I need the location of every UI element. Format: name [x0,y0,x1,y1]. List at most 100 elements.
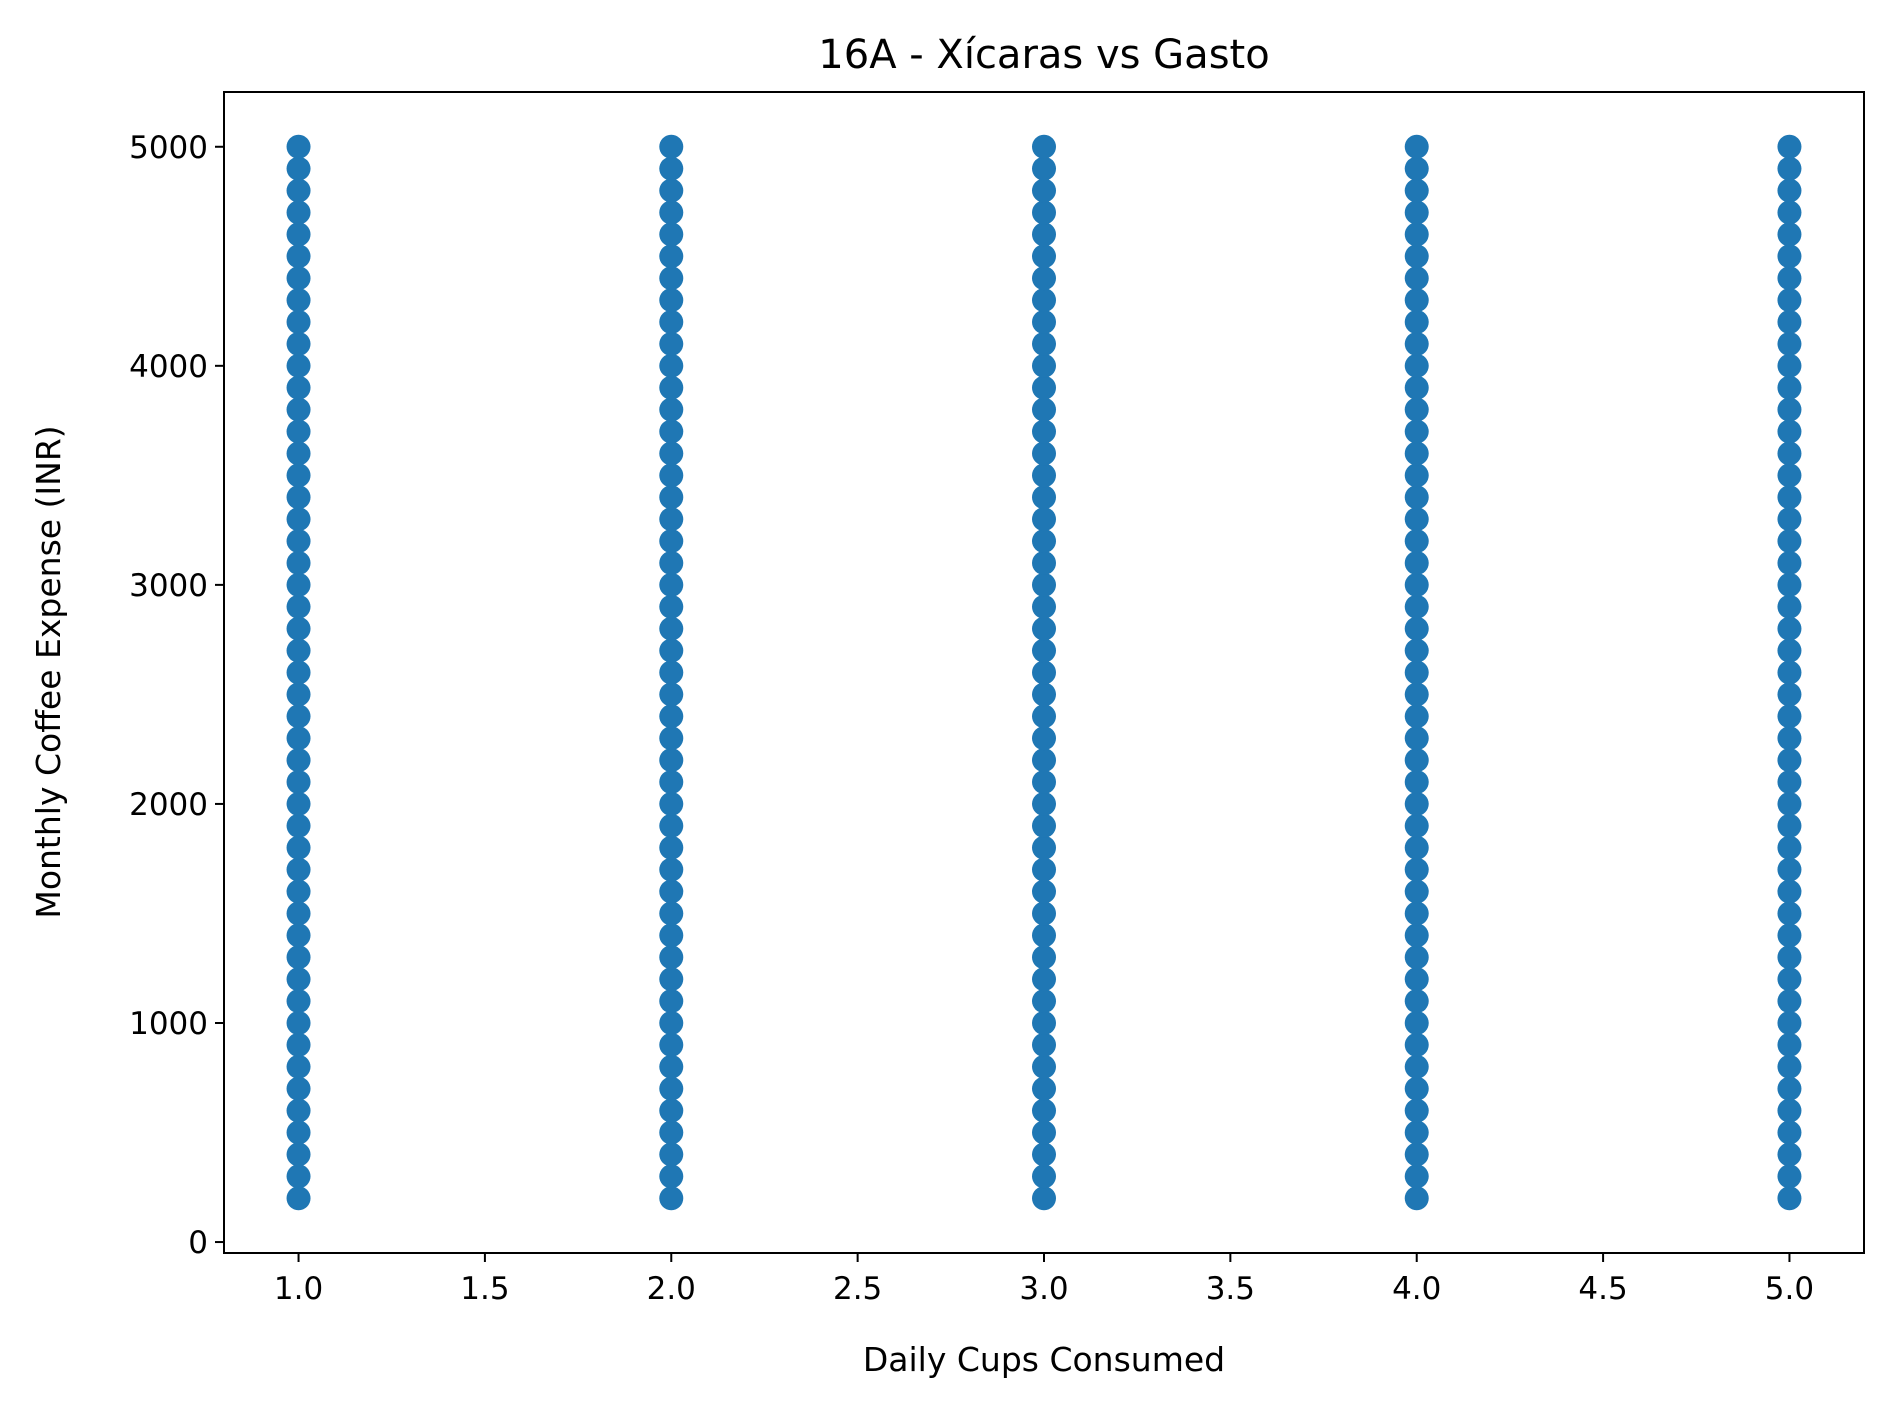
x-tick-label: 1.0 [274,1271,323,1307]
y-axis-label: Monthly Coffee Expense (INR) [29,425,68,918]
data-point [1777,1186,1802,1211]
data-point [1777,178,1802,203]
data-point [1404,485,1429,510]
data-point [1404,1010,1429,1035]
data-point [1777,1098,1802,1123]
data-point [1404,967,1429,992]
data-point [1777,616,1802,641]
data-point [659,923,684,948]
data-point [1404,770,1429,795]
data-point [286,879,311,904]
data-point [1032,507,1056,532]
data-point [286,572,311,597]
data-point [659,266,684,291]
data-point [1032,485,1056,510]
data-point [1777,901,1802,926]
data-point [286,1120,311,1145]
data-point [1032,616,1056,641]
data-point [659,397,684,422]
data-point [286,353,311,378]
data-point [659,813,684,838]
data-point [1404,222,1429,247]
data-point [1032,923,1056,948]
data-point [1404,748,1429,773]
data-point [1404,901,1429,926]
data-point [286,375,311,400]
data-point [286,1032,311,1057]
data-point [286,616,311,641]
data-point [1404,923,1429,948]
data-point [659,682,684,707]
data-point [1777,594,1802,619]
data-point [1032,989,1056,1014]
data-point [1404,1186,1429,1211]
x-tick-label: 1.5 [460,1271,509,1307]
data-point [1032,682,1056,707]
data-point [1404,507,1429,532]
data-point [286,244,311,269]
data-point [659,857,684,882]
x-tick-label: 2.5 [833,1271,882,1307]
data-point [1777,529,1802,554]
data-point [1032,222,1056,247]
data-point [286,923,311,948]
data-point [1777,1142,1802,1167]
data-point [1777,660,1802,685]
data-point [1777,244,1802,269]
data-point [1777,200,1802,225]
data-point [286,331,311,356]
data-point [1777,1032,1802,1057]
data-point [1777,726,1802,751]
data-point [1777,550,1802,575]
data-point [659,1142,684,1167]
data-point [1032,463,1056,488]
y-axis-ticks: 0 1000 2000 3000 4000 5000 [129,130,224,1261]
x-tick-label: 2.0 [647,1271,696,1307]
data-point [1032,857,1056,882]
data-point [1032,748,1056,773]
data-point [659,485,684,510]
data-point [1404,813,1429,838]
x-tick-label: 5.0 [1765,1271,1814,1307]
data-point [659,638,684,663]
data-point [1777,507,1802,532]
data-point [1404,660,1429,685]
data-point [286,660,311,685]
data-point [1032,1010,1056,1035]
data-point [1032,1120,1056,1145]
data-point [286,1164,311,1189]
data-point [659,1010,684,1035]
data-point [659,507,684,532]
data-point [1404,945,1429,970]
data-point [1404,594,1429,619]
data-point [1777,682,1802,707]
data-point [1777,1054,1802,1079]
data-point [1032,200,1056,225]
data-point [286,594,311,619]
data-point [1404,835,1429,860]
data-point [286,857,311,882]
data-point [1032,879,1056,904]
data-point [1032,572,1056,597]
data-point [286,485,311,510]
data-point [1777,791,1802,816]
data-point [1032,1142,1056,1167]
data-point [659,594,684,619]
data-point [1032,1164,1056,1189]
data-point [659,222,684,247]
data-point [286,901,311,926]
data-point [1404,331,1429,356]
data-point [1777,945,1802,970]
data-point [1777,222,1802,247]
data-point [1404,244,1429,269]
y-tick-label: 4000 [129,349,208,385]
data-point [286,178,311,203]
data-point [1777,331,1802,356]
data-point [1032,441,1056,466]
data-point [286,748,311,773]
y-tick-label: 2000 [129,787,208,823]
data-point [286,989,311,1014]
data-point [1404,879,1429,904]
